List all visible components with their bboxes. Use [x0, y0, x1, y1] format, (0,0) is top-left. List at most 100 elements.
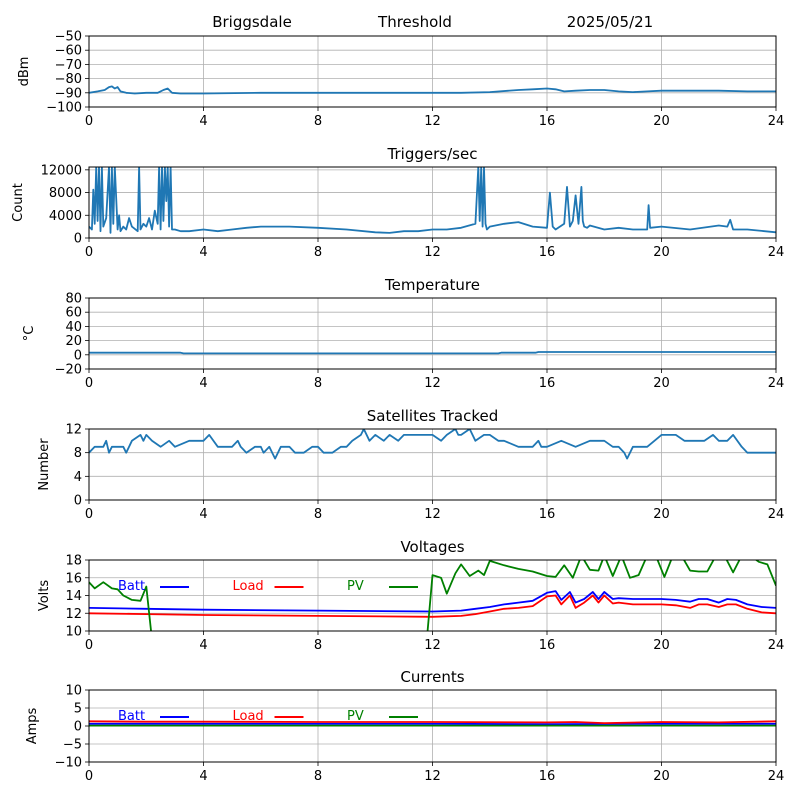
x-tick-label: 12	[424, 114, 441, 129]
panel-threshold: 0 4 8 12 16 20 24 −100−90−80−70−60−50 dBm	[17, 30, 784, 130]
chart-title-satellites: Satellites Tracked	[367, 407, 498, 425]
y-tick-label: 12	[65, 607, 82, 622]
chart-title-currents: Currents	[400, 668, 464, 686]
x-tick-label: 8	[314, 638, 322, 653]
series-line-currents-load	[89, 720, 776, 724]
x-ticks-temperature: 0 4 8 12 16 20 24	[85, 369, 784, 391]
y-tick-label: −100	[46, 101, 82, 116]
y-tick-label: 4	[74, 470, 82, 485]
series-line-voltages-batt	[89, 590, 776, 613]
plot-frame-triggers	[88, 166, 777, 239]
y-ticks-currents: −10 −5 0 5 10	[55, 684, 89, 771]
y-tick-label: 12000	[41, 163, 82, 178]
y-axis-label-currents: Amps	[25, 707, 40, 744]
series-group-currents	[89, 720, 776, 727]
x-tick-label: 0	[85, 507, 93, 522]
x-ticks-triggers: 0 4 8 12 16 20 24	[85, 238, 784, 260]
x-tick-label: 4	[199, 769, 207, 784]
x-tick-label: 24	[768, 507, 785, 522]
legend-label-pv: PV	[347, 709, 364, 724]
x-tick-label: 20	[653, 114, 670, 129]
x-tick-label: 0	[85, 245, 93, 260]
y-axis-label-triggers: Count	[11, 183, 26, 222]
x-tick-label: 20	[653, 245, 670, 260]
x-tick-label: 8	[314, 769, 322, 784]
x-tick-label: 0	[85, 114, 93, 129]
x-tick-label: 4	[199, 114, 207, 129]
series-line-voltages-pv	[89, 560, 776, 631]
panel-currents: 0 4 8 12 16 20 24 −10 −5 0 5 10 Currents Amps Batt Load…	[25, 668, 784, 784]
y-tick-label: −80	[55, 72, 82, 87]
x-tick-label: 4	[199, 638, 207, 653]
x-tick-label: 16	[539, 114, 556, 129]
x-tick-label: 16	[539, 245, 556, 260]
y-tick-label: 12	[65, 423, 82, 438]
y-tick-label: −70	[55, 58, 82, 73]
legend-label-pv: PV	[347, 579, 364, 594]
x-ticks-satellites: 0 4 8 12 16 20 24	[85, 500, 784, 522]
y-tick-label: 0	[74, 348, 82, 363]
plot-frame-voltages	[88, 559, 777, 632]
x-tick-label: 24	[768, 376, 785, 391]
series-line-satellites-0	[89, 429, 776, 460]
x-tick-label: 4	[199, 507, 207, 522]
y-tick-label: 8	[74, 446, 82, 461]
series-group-temperature	[89, 351, 776, 355]
x-tick-label: 24	[768, 245, 785, 260]
y-axis-label-threshold: dBm	[17, 57, 32, 87]
series-line-threshold-0	[89, 85, 776, 95]
series-group-triggers	[89, 167, 776, 234]
x-tick-label: 0	[85, 376, 93, 391]
legend-label-batt: Batt	[118, 579, 145, 594]
x-ticks-threshold: 0 4 8 12 16 20 24	[85, 107, 784, 129]
x-tick-label: 12	[424, 376, 441, 391]
y-tick-label: 0	[74, 494, 82, 509]
legend-currents: Batt Load PV	[118, 709, 418, 724]
x-tick-label: 20	[653, 769, 670, 784]
y-ticks-voltages: 10 12 14 16 18	[65, 554, 89, 640]
y-tick-label: 60	[65, 306, 82, 321]
series-group-voltages	[89, 560, 776, 631]
panel-triggers: 0 4 8 12 16 20 24 0 4000 8000 12000 Triggers/sec Cou…	[11, 145, 784, 260]
legend-label-load: Load	[233, 579, 264, 594]
y-ticks-triggers: 0 4000 8000 12000	[41, 163, 89, 247]
y-tick-label: −60	[55, 44, 82, 59]
x-tick-label: 12	[424, 245, 441, 260]
x-tick-label: 24	[768, 114, 785, 129]
chart-title-temperature: Temperature	[384, 276, 480, 294]
y-ticks-threshold: −100−90−80−70−60−50	[46, 30, 89, 116]
chart-title-voltages: Voltages	[400, 538, 464, 556]
x-tick-label: 12	[424, 769, 441, 784]
y-tick-label: 80	[65, 292, 82, 307]
series-group-satellites	[89, 429, 776, 460]
x-tick-label: 24	[768, 769, 785, 784]
y-tick-label: 16	[65, 571, 82, 586]
x-tick-label: 20	[653, 638, 670, 653]
series-line-temperature-0	[89, 351, 776, 355]
y-tick-label: −50	[55, 30, 82, 45]
y-tick-label: 20	[65, 334, 82, 349]
x-tick-label: 16	[539, 638, 556, 653]
header-station: Briggsdale	[212, 13, 292, 31]
x-tick-label: 20	[653, 507, 670, 522]
y-tick-label: 0	[74, 720, 82, 735]
panel-voltages: 0 4 8 12 16 20 24 10 12 14 16 18 Voltages Volts Batt Lo…	[37, 538, 784, 653]
plot-frame-temperature	[88, 297, 777, 370]
x-tick-label: 8	[314, 507, 322, 522]
y-tick-label: 4000	[49, 209, 82, 224]
x-tick-label: 20	[653, 376, 670, 391]
y-tick-label: 18	[65, 554, 82, 569]
y-axis-label-voltages: Volts	[37, 580, 52, 612]
chart-panels: 0 4 8 12 16 20 24 −100−90−80−70−60−50 dBm 0 4 8 12 16…	[11, 30, 784, 785]
y-tick-label: 10	[65, 625, 82, 640]
series-line-triggers-0	[89, 167, 776, 234]
x-tick-label: 16	[539, 376, 556, 391]
x-tick-label: 24	[768, 638, 785, 653]
y-axis-label-satellites: Number	[37, 438, 52, 491]
x-tick-label: 16	[539, 507, 556, 522]
legend-label-load: Load	[233, 709, 264, 724]
